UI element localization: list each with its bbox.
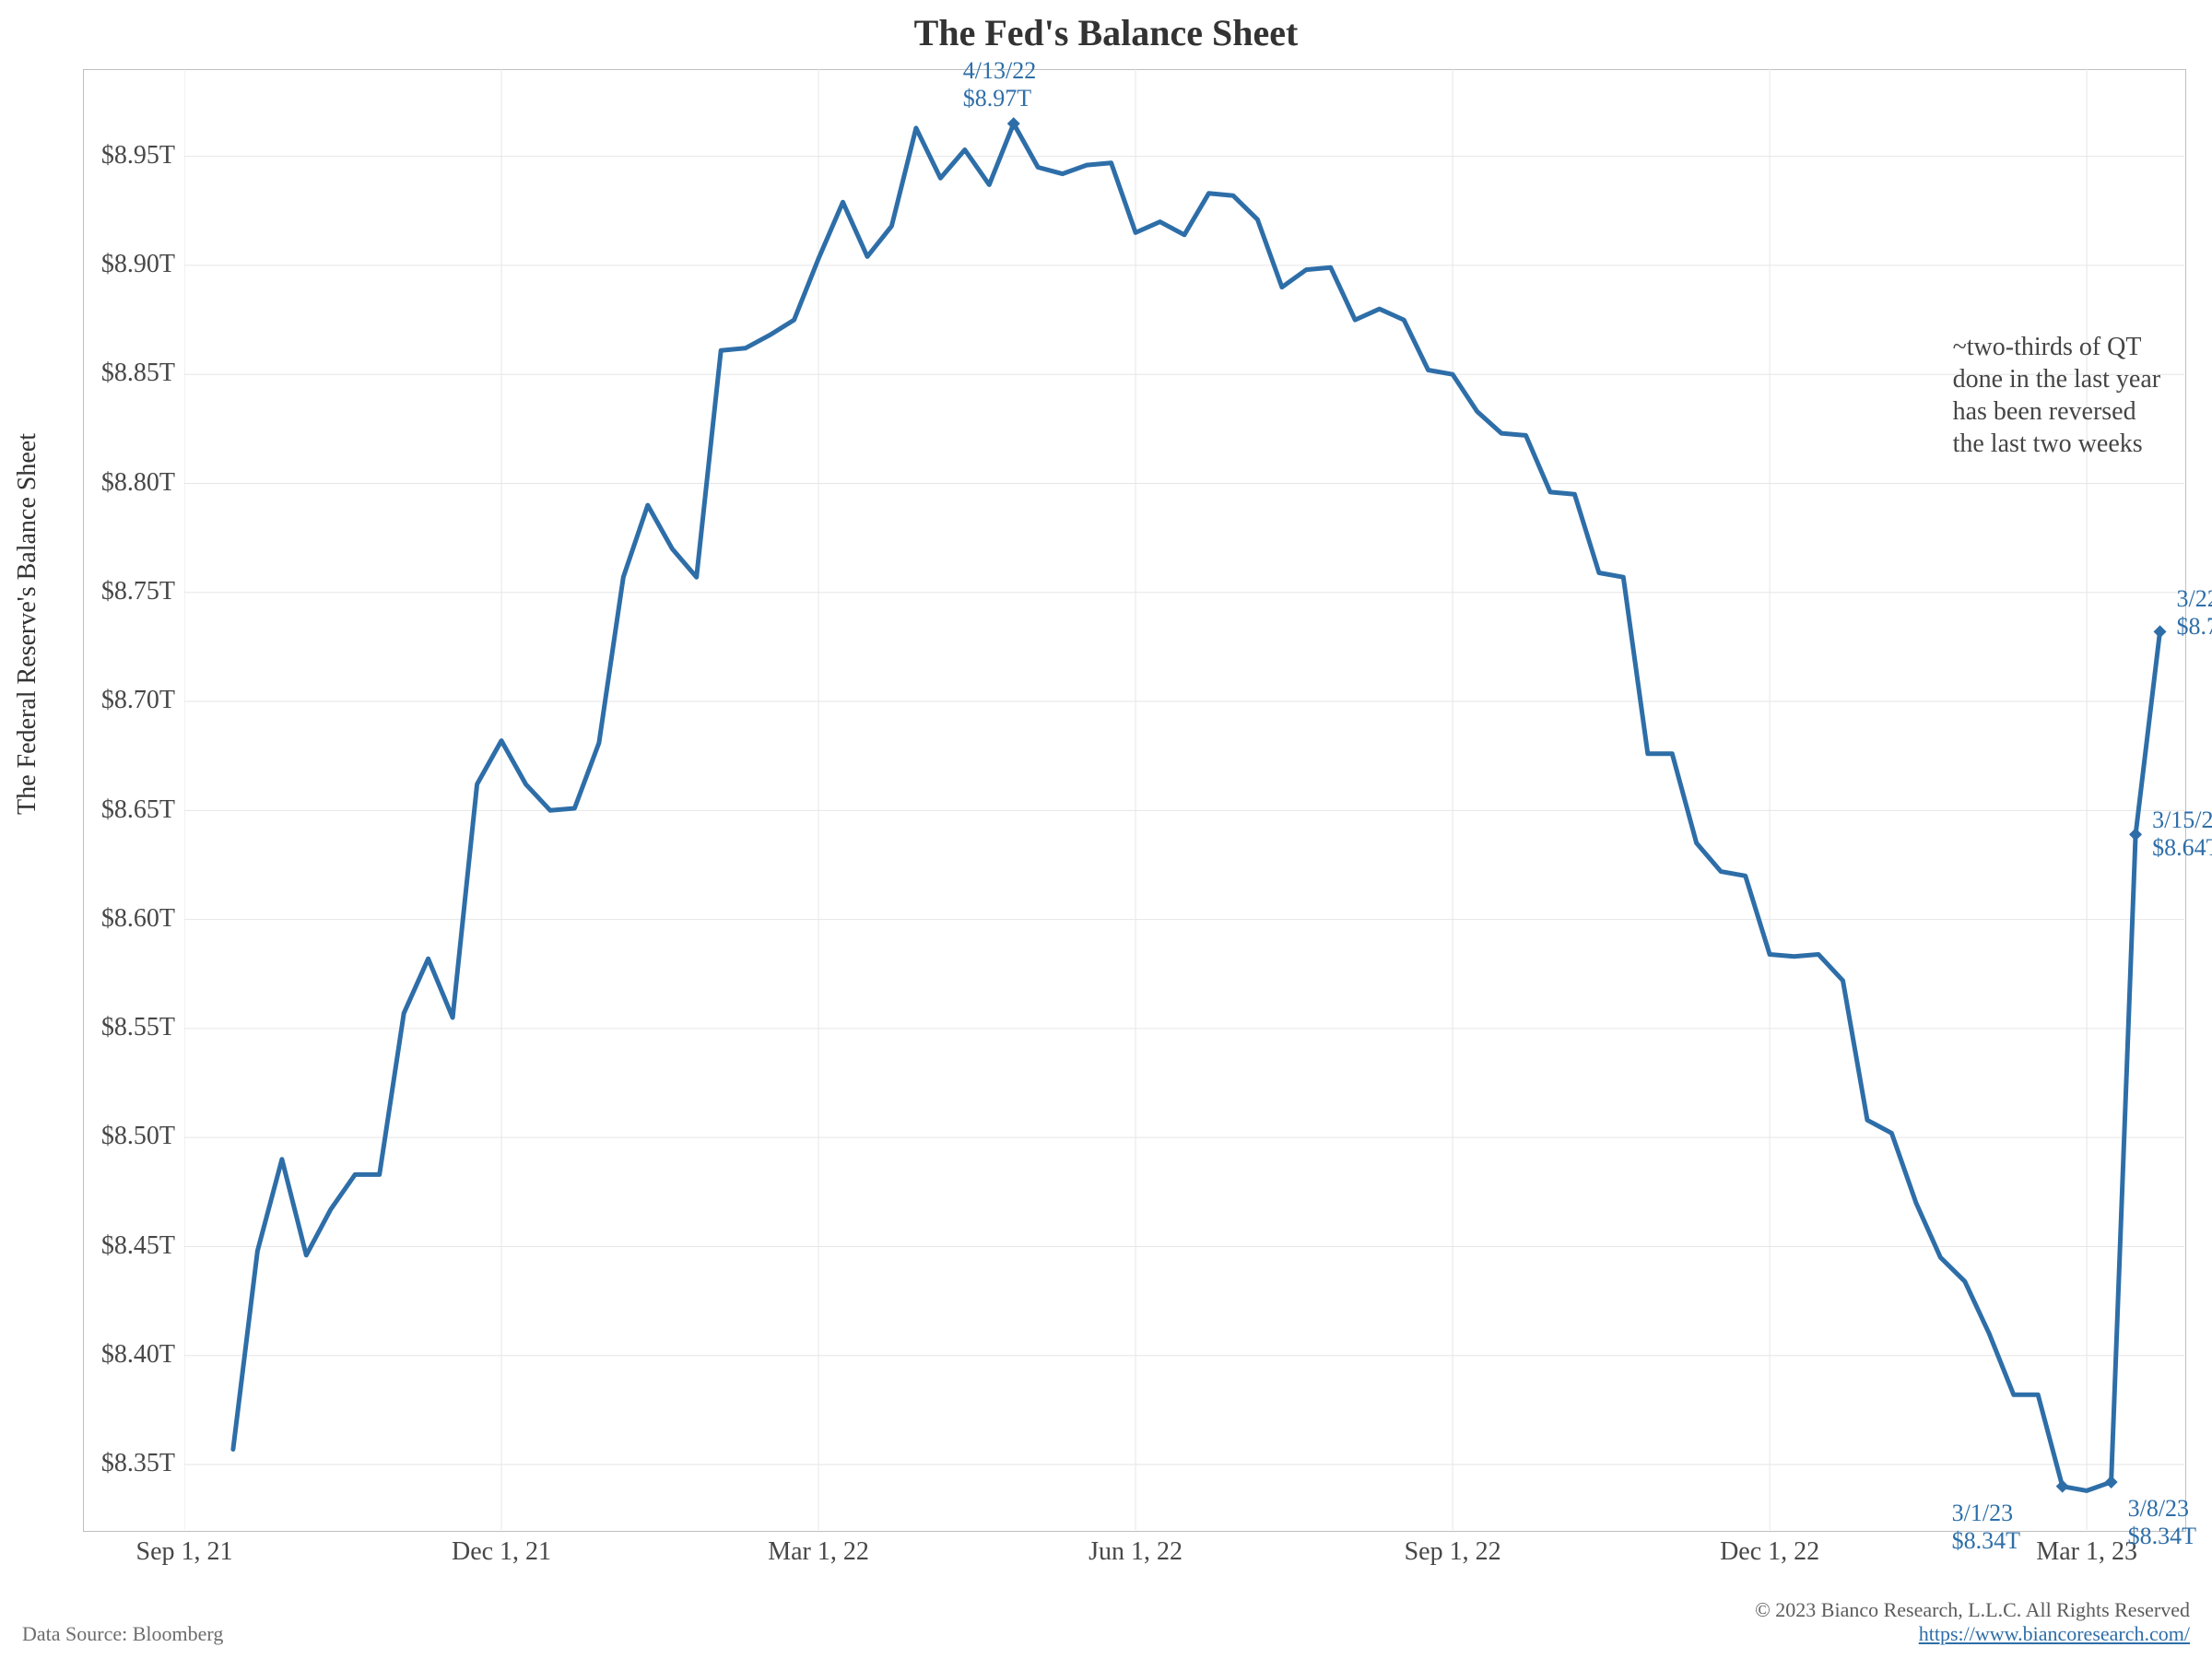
y-tick: $8.40T	[9, 1340, 175, 1370]
x-tick: Dec 1, 21	[452, 1537, 551, 1567]
data-point-label: 3/22/23$8.73T	[2177, 585, 2212, 641]
y-tick: $8.85T	[9, 359, 175, 388]
y-tick: $8.60T	[9, 904, 175, 934]
y-tick: $8.55T	[9, 1013, 175, 1042]
x-tick: Mar 1, 22	[768, 1537, 869, 1567]
x-tick: Sep 1, 22	[1405, 1537, 1501, 1567]
plot-area	[184, 69, 2184, 1530]
y-tick: $8.90T	[9, 250, 175, 279]
y-tick: $8.65T	[9, 795, 175, 825]
copyright-link[interactable]: https://www.biancoresearch.com/	[1919, 1622, 2190, 1645]
y-tick: $8.75T	[9, 577, 175, 606]
y-tick: $8.35T	[9, 1449, 175, 1478]
footer-copyright: © 2023 Bianco Research, L.L.C. All Right…	[1755, 1598, 2190, 1646]
grid-vertical	[184, 69, 2087, 1530]
footer-data-source: Data Source: Bloomberg	[22, 1622, 223, 1646]
chart-title: The Fed's Balance Sheet	[0, 11, 2212, 54]
y-tick: $8.50T	[9, 1122, 175, 1151]
x-tick: Sep 1, 21	[136, 1537, 233, 1567]
data-point-label: 3/8/23$8.34T	[2128, 1495, 2196, 1550]
point-markers	[1007, 117, 2167, 1493]
x-tick: Dec 1, 22	[1720, 1537, 1819, 1567]
y-tick: $8.45T	[9, 1231, 175, 1261]
copyright-text: © 2023 Bianco Research, L.L.C. All Right…	[1755, 1598, 2190, 1621]
x-tick: Mar 1, 23	[2036, 1537, 2137, 1567]
grid-horizontal	[184, 157, 2184, 1465]
data-point-label: 4/13/22$8.97T	[963, 57, 1036, 112]
y-tick: $8.70T	[9, 686, 175, 715]
chart-container: The Fed's Balance Sheet The Federal Rese…	[0, 0, 2212, 1659]
x-tick: Jun 1, 22	[1088, 1537, 1182, 1567]
annotation-text: ~two-thirds of QTdone in the last yearha…	[1953, 331, 2160, 460]
y-tick: $8.80T	[9, 468, 175, 498]
plot-svg	[184, 69, 2184, 1530]
data-point-label: 3/15/23$8.64T	[2152, 806, 2212, 862]
y-tick: $8.95T	[9, 141, 175, 171]
data-point-label: 3/1/23$8.34T	[1952, 1500, 2020, 1555]
line-series-balance-sheet	[233, 124, 2160, 1490]
